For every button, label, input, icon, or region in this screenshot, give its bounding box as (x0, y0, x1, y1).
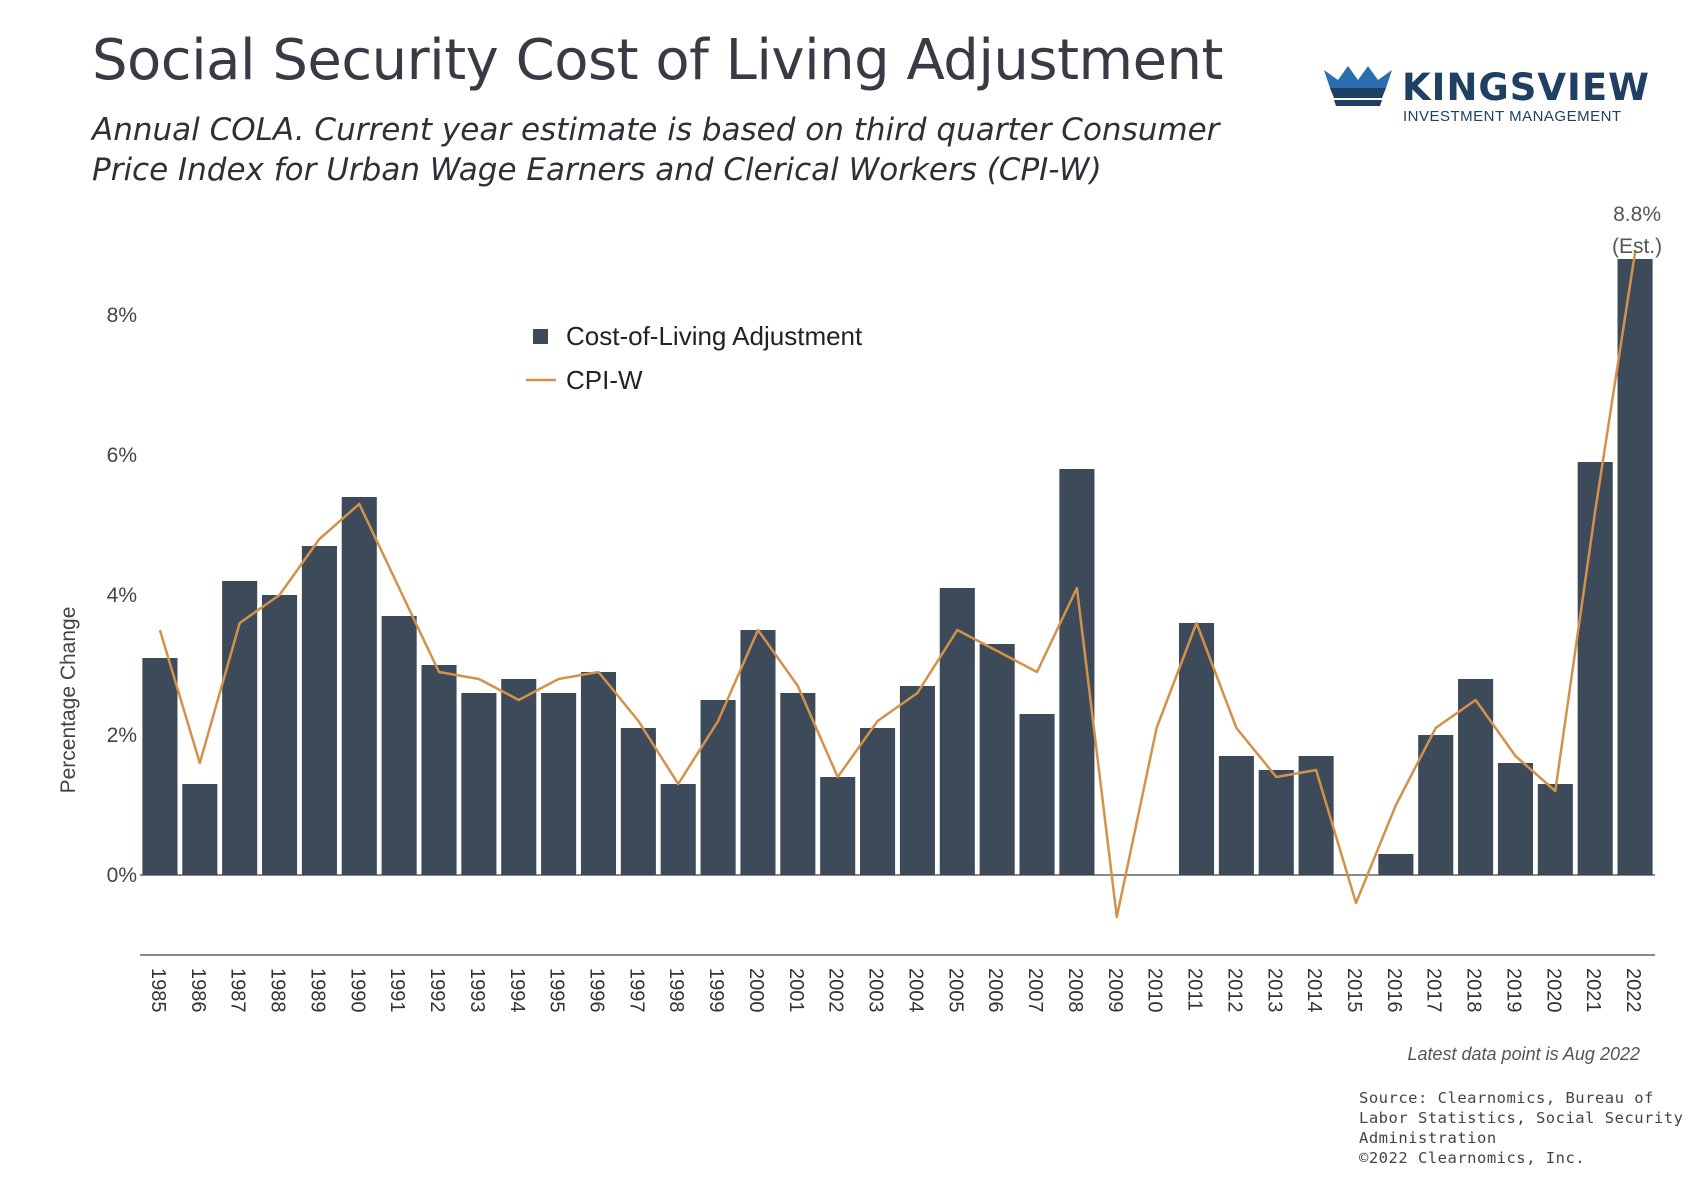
bar-2013 (1258, 770, 1294, 875)
bar-2008 (1059, 469, 1095, 875)
bar-1996 (580, 672, 617, 875)
bar-2004 (899, 686, 935, 875)
x-tick-label-2012: 2012 (1223, 968, 1245, 1013)
legend-label-cola: Cost-of-Living Adjustment (566, 321, 863, 351)
x-tick-label-2006: 2006 (984, 968, 1006, 1013)
bar-2016 (1378, 854, 1414, 875)
bar-1988 (261, 595, 298, 875)
latest-data-note: Latest data point is Aug 2022 (1407, 1044, 1640, 1064)
kingsview-logo: KINGSVIEW INVESTMENT MANAGEMENT (1322, 62, 1649, 132)
y-tick-label: 4% (107, 584, 137, 607)
x-tick-label-2009: 2009 (1104, 968, 1126, 1013)
bar-1997 (620, 728, 656, 875)
y-tick-label: 2% (107, 724, 137, 747)
bar-1995 (541, 693, 577, 875)
annotation-note: (Est.) (1612, 235, 1662, 258)
x-tick-label-1985: 1985 (147, 968, 169, 1013)
y-tick-label: 0% (107, 864, 137, 887)
x-tick-label-2013: 2013 (1263, 968, 1285, 1013)
bar-1985 (142, 658, 178, 875)
crown-icon (1324, 66, 1392, 106)
x-tick-label-1992: 1992 (426, 968, 448, 1013)
bar-2019 (1497, 763, 1534, 875)
bar-2022 (1617, 259, 1653, 875)
bar-2011 (1178, 623, 1215, 875)
bar-2014 (1298, 756, 1334, 875)
x-tick-label-1991: 1991 (386, 968, 408, 1013)
bar-2003 (860, 728, 896, 875)
bar-1986 (182, 784, 218, 875)
x-tick-label-2017: 2017 (1423, 968, 1445, 1013)
x-tick-label-1994: 1994 (506, 968, 528, 1013)
x-tick-label-2018: 2018 (1463, 968, 1485, 1013)
x-tick-label-2004: 2004 (904, 968, 926, 1013)
x-tick-label-1988: 1988 (267, 968, 289, 1013)
y-axis-label: Percentage Change (57, 607, 80, 794)
x-tick-label-1993: 1993 (466, 968, 488, 1013)
bar-2000 (740, 630, 776, 875)
bar-1990 (341, 497, 377, 875)
source-line: Labor Statistics, Social Security (1359, 1109, 1684, 1127)
x-tick-label-2016: 2016 (1383, 968, 1405, 1013)
source-line: Administration (1359, 1129, 1497, 1147)
bar-1993 (461, 693, 497, 875)
source-text: Source: Clearnomics, Bureau of Labor Sta… (1359, 1088, 1684, 1168)
logo-tagline: INVESTMENT MANAGEMENT (1403, 108, 1622, 125)
x-tick-label-1990: 1990 (346, 968, 368, 1013)
bar-1992 (421, 665, 457, 875)
bar-1998 (660, 784, 696, 875)
bar-1987 (222, 581, 258, 875)
bar-1999 (700, 700, 736, 875)
bar-2021 (1577, 462, 1613, 875)
x-tick-label-1999: 1999 (705, 968, 727, 1013)
legend-label-cpiw: CPI-W (566, 365, 643, 395)
bar-2006 (979, 644, 1015, 875)
x-tick-label-2003: 2003 (865, 968, 887, 1013)
annotation-value: 8.8% (1613, 203, 1661, 226)
bar-1989 (301, 546, 337, 875)
bar-1994 (501, 679, 537, 875)
x-tick-label-2007: 2007 (1024, 968, 1046, 1013)
x-tick-label-2008: 2008 (1064, 968, 1086, 1013)
x-tick-label-2020: 2020 (1542, 968, 1564, 1013)
x-tick-label-2000: 2000 (745, 968, 767, 1013)
y-tick-label: 6% (107, 444, 137, 467)
y-tick-label: 8% (107, 304, 137, 327)
cola-chart: 0% 2% 4% 6% 8% Percentage Change 1985 1986 1987 1… (57, 203, 1662, 1013)
x-tick-label-2021: 2021 (1582, 968, 1604, 1013)
bar-2020 (1537, 784, 1573, 875)
bar-2001 (780, 693, 816, 875)
x-tick-label-2010: 2010 (1144, 968, 1166, 1013)
x-tick-label-2002: 2002 (825, 968, 847, 1013)
bar-1991 (381, 616, 417, 875)
logo-name: KINGSVIEW (1402, 66, 1650, 109)
x-tick-label-2005: 2005 (944, 968, 966, 1013)
bar-2012 (1218, 756, 1254, 875)
x-tick-label-1996: 1996 (585, 968, 607, 1013)
x-tick-label-2014: 2014 (1303, 968, 1325, 1013)
bar-2007 (1019, 714, 1055, 875)
x-tick-label-1986: 1986 (187, 968, 209, 1013)
source-line: Source: Clearnomics, Bureau of (1359, 1089, 1654, 1107)
cpi-w-line (158, 251, 1637, 919)
x-tick-label-1998: 1998 (665, 968, 687, 1013)
x-tick-label-1997: 1997 (625, 968, 647, 1013)
bar-2018 (1458, 679, 1494, 875)
x-tick-label-1987: 1987 (227, 968, 249, 1013)
bar-2017 (1418, 735, 1454, 875)
chart-subtitle: Annual COLA. Current year estimate is ba… (92, 112, 1220, 188)
source-line: ©2022 Clearnomics, Inc. (1359, 1149, 1586, 1167)
x-tick-label-1989: 1989 (306, 968, 328, 1013)
x-tick-label-2011: 2011 (1184, 968, 1206, 1011)
chart-title: Social Security Cost of Living Adjustmen… (92, 28, 1223, 93)
x-tick-label-1995: 1995 (546, 968, 568, 1013)
x-tick-label-2015: 2015 (1343, 968, 1365, 1013)
bar-2002 (820, 777, 856, 875)
legend-swatch-cola (533, 329, 548, 344)
x-tick-label-2019: 2019 (1502, 968, 1524, 1013)
x-tick-label-2022: 2022 (1622, 968, 1644, 1013)
x-tick-label-2001: 2001 (785, 968, 807, 1013)
